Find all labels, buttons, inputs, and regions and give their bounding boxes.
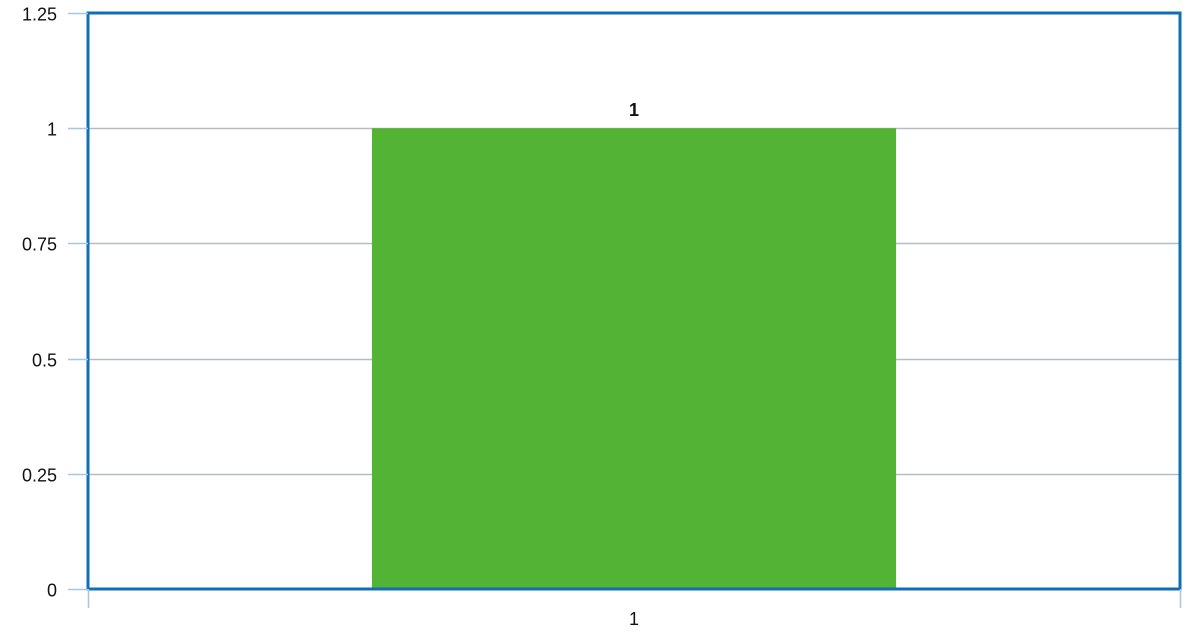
y-tick-label: 0.25 (22, 466, 57, 486)
data-labels: 1 (629, 100, 639, 120)
y-axis-ticks: 0 0.25 0.5 0.75 1 1.25 (22, 5, 88, 601)
y-tick-label: 1 (47, 120, 57, 140)
y-tick-label: 0 (47, 581, 57, 601)
x-tick-label: 1 (629, 609, 639, 628)
data-label: 1 (629, 100, 639, 120)
y-tick-label: 1.25 (22, 5, 57, 25)
x-axis-ticks: 1 (87, 589, 1182, 629)
bars (371, 128, 897, 589)
bar (371, 128, 897, 589)
y-tick-label: 0.75 (22, 235, 57, 255)
plot-frame (86, 11, 1182, 591)
y-tick-label: 0.5 (32, 351, 57, 371)
